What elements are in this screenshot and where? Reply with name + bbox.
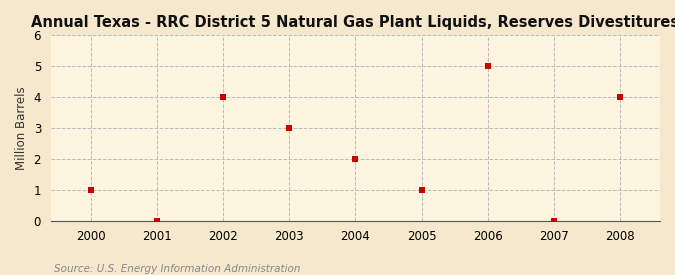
Y-axis label: Million Barrels: Million Barrels [15, 86, 28, 170]
Point [549, 219, 560, 223]
Point [151, 219, 162, 223]
Point [217, 95, 228, 99]
Text: Source: U.S. Energy Information Administration: Source: U.S. Energy Information Administ… [54, 264, 300, 274]
Point [350, 157, 361, 161]
Point [85, 188, 96, 192]
Point [615, 95, 626, 99]
Point [483, 64, 493, 68]
Title: Annual Texas - RRC District 5 Natural Gas Plant Liquids, Reserves Divestitures: Annual Texas - RRC District 5 Natural Ga… [31, 15, 675, 30]
Point [284, 126, 294, 130]
Point [416, 188, 427, 192]
